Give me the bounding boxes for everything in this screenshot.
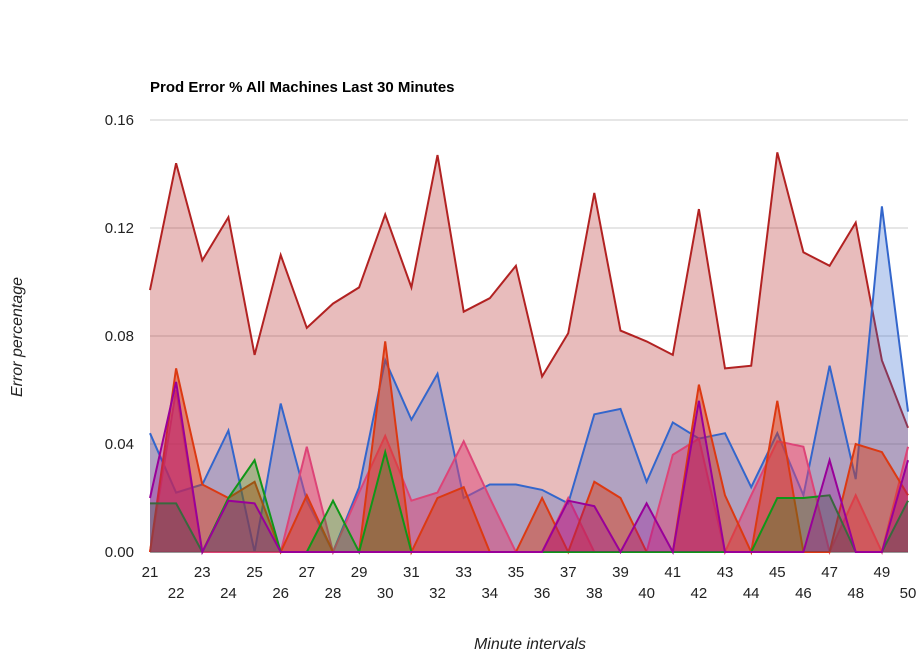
x-tick-label: 22 — [168, 585, 185, 602]
series-area-orange — [150, 341, 908, 552]
x-tick-label: 40 — [638, 585, 655, 602]
x-tick-label: 29 — [351, 564, 368, 581]
x-tick-label: 31 — [403, 564, 420, 581]
x-tick-label: 41 — [664, 564, 681, 581]
x-tick-label: 45 — [769, 564, 786, 581]
x-tick-label: 38 — [586, 585, 603, 602]
x-tick-label: 47 — [821, 564, 838, 581]
x-tick-label: 43 — [717, 564, 734, 581]
x-tick-label: 39 — [612, 564, 629, 581]
x-tick-label: 21 — [142, 564, 159, 581]
x-tick-label: 30 — [377, 585, 394, 602]
y-tick-label: 0.16 — [105, 112, 134, 129]
y-tick-label: 0.12 — [105, 220, 134, 237]
x-tick-label: 27 — [298, 564, 315, 581]
series-area-dark-red — [150, 152, 908, 552]
x-tick-label: 48 — [847, 585, 864, 602]
x-tick-label: 26 — [272, 585, 289, 602]
y-axis-ticks: 0.00 0.04 0.08 0.12 0.16 — [105, 112, 134, 561]
x-tick-label: 34 — [481, 585, 498, 602]
x-tick-label: 24 — [220, 585, 237, 602]
x-tick-label: 33 — [455, 564, 472, 581]
x-tick-label: 25 — [246, 564, 263, 581]
x-axis-label: Minute intervals — [474, 636, 586, 653]
y-tick-label: 0.04 — [105, 436, 134, 453]
x-tick-label: 23 — [194, 564, 211, 581]
series-line-purple — [149, 381, 909, 556]
y-tick-label: 0.08 — [105, 328, 134, 345]
x-tick-label: 35 — [508, 564, 525, 581]
x-tick-label: 28 — [325, 585, 342, 602]
series-line-dark-red — [149, 152, 909, 429]
series-area-green — [150, 452, 908, 552]
chart-title: Prod Error % All Machines Last 30 Minute… — [150, 79, 455, 96]
x-tick-label: 42 — [691, 585, 708, 602]
y-axis-label: Error percentage — [9, 277, 26, 397]
series-layer — [149, 152, 909, 556]
x-tick-label: 49 — [874, 564, 891, 581]
x-tick-label: 44 — [743, 585, 760, 602]
x-tick-label: 37 — [560, 564, 577, 581]
series-area-purple — [150, 381, 908, 552]
x-tick-label: 46 — [795, 585, 812, 602]
y-tick-label: 0.00 — [105, 544, 134, 561]
x-axis-ticks: 21 22 23 24 25 26 27 28 29 30 31 32 33 34 35 36 37 38 39 40… — [142, 564, 917, 602]
x-tick-label: 32 — [429, 585, 446, 602]
x-tick-label: 36 — [534, 585, 551, 602]
x-tick-label: 50 — [900, 585, 917, 602]
